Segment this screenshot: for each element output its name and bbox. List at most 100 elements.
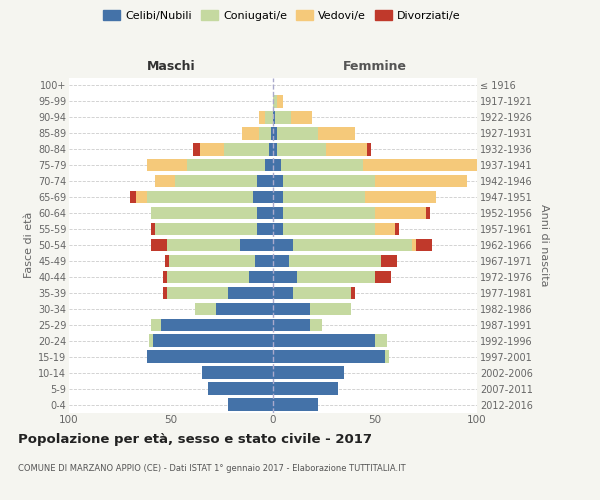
Bar <box>208 382 273 395</box>
Bar <box>161 318 273 331</box>
Bar <box>169 254 254 267</box>
Bar <box>273 159 281 172</box>
Bar <box>259 127 271 140</box>
Bar <box>167 239 241 251</box>
Bar <box>273 302 310 315</box>
Bar <box>298 270 375 283</box>
Bar <box>416 239 432 251</box>
Bar <box>281 159 363 172</box>
Bar <box>273 254 289 267</box>
Bar <box>146 191 253 203</box>
Text: Popolazione per età, sesso e stato civile - 2017: Popolazione per età, sesso e stato civil… <box>18 432 372 446</box>
Bar <box>426 207 430 220</box>
Bar <box>283 223 375 235</box>
Bar <box>375 223 395 235</box>
Bar <box>350 286 355 299</box>
Bar <box>277 143 326 156</box>
Bar <box>273 318 310 331</box>
Bar <box>273 207 283 220</box>
Bar <box>273 334 375 347</box>
Bar <box>167 270 248 283</box>
Bar <box>155 175 175 188</box>
Bar <box>310 302 350 315</box>
Bar <box>273 366 344 379</box>
Bar <box>412 239 416 251</box>
Y-axis label: Anni di nascita: Anni di nascita <box>539 204 550 286</box>
Bar <box>293 286 350 299</box>
Bar <box>283 207 375 220</box>
Bar <box>292 111 312 124</box>
Bar <box>202 366 273 379</box>
Text: Maschi: Maschi <box>146 60 196 72</box>
Bar <box>273 350 385 363</box>
Bar <box>273 270 298 283</box>
Bar <box>395 223 400 235</box>
Bar <box>257 175 273 188</box>
Bar <box>326 143 367 156</box>
Bar <box>318 127 355 140</box>
Bar <box>228 398 273 410</box>
Y-axis label: Fasce di età: Fasce di età <box>23 212 34 278</box>
Bar <box>273 143 277 156</box>
Bar <box>375 175 467 188</box>
Bar <box>254 254 273 267</box>
Legend: Celibi/Nubili, Coniugati/e, Vedovi/e, Divorziati/e: Celibi/Nubili, Coniugati/e, Vedovi/e, Di… <box>99 6 465 25</box>
Bar <box>149 334 152 347</box>
Bar <box>265 159 273 172</box>
Bar <box>273 175 283 188</box>
Text: Femmine: Femmine <box>343 60 407 72</box>
Bar <box>196 302 216 315</box>
Bar <box>136 191 146 203</box>
Bar <box>241 239 273 251</box>
Bar <box>152 334 273 347</box>
Bar <box>273 239 293 251</box>
Bar <box>273 127 277 140</box>
Bar <box>363 159 481 172</box>
Bar <box>216 302 273 315</box>
Bar <box>242 127 259 140</box>
Bar <box>365 191 436 203</box>
Bar <box>165 254 169 267</box>
Bar <box>146 350 273 363</box>
Bar <box>187 159 265 172</box>
Bar <box>257 207 273 220</box>
Bar <box>310 318 322 331</box>
Bar <box>155 223 257 235</box>
Bar <box>293 239 412 251</box>
Bar <box>273 191 283 203</box>
Bar <box>269 143 273 156</box>
Bar <box>248 270 273 283</box>
Bar <box>167 286 228 299</box>
Bar <box>175 175 257 188</box>
Bar <box>367 143 371 156</box>
Bar <box>163 270 167 283</box>
Bar <box>385 350 389 363</box>
Bar <box>289 254 381 267</box>
Bar <box>283 191 365 203</box>
Bar <box>273 286 293 299</box>
Bar <box>193 143 200 156</box>
Bar <box>273 223 283 235</box>
Bar <box>151 318 161 331</box>
Bar <box>257 223 273 235</box>
Bar <box>375 207 426 220</box>
Bar <box>273 111 275 124</box>
Bar <box>259 111 265 124</box>
Bar <box>163 286 167 299</box>
Bar <box>375 270 391 283</box>
Text: COMUNE DI MARZANO APPIO (CE) - Dati ISTAT 1° gennaio 2017 - Elaborazione TUTTITA: COMUNE DI MARZANO APPIO (CE) - Dati ISTA… <box>18 464 406 473</box>
Bar <box>228 286 273 299</box>
Bar <box>283 175 375 188</box>
Bar <box>381 254 397 267</box>
Bar <box>273 382 338 395</box>
Bar <box>130 191 136 203</box>
Bar <box>277 95 283 108</box>
Bar <box>375 334 387 347</box>
Bar <box>151 223 155 235</box>
Bar <box>151 239 167 251</box>
Bar <box>277 127 318 140</box>
Bar <box>273 95 277 108</box>
Bar <box>275 111 292 124</box>
Bar <box>253 191 273 203</box>
Bar <box>273 398 318 410</box>
